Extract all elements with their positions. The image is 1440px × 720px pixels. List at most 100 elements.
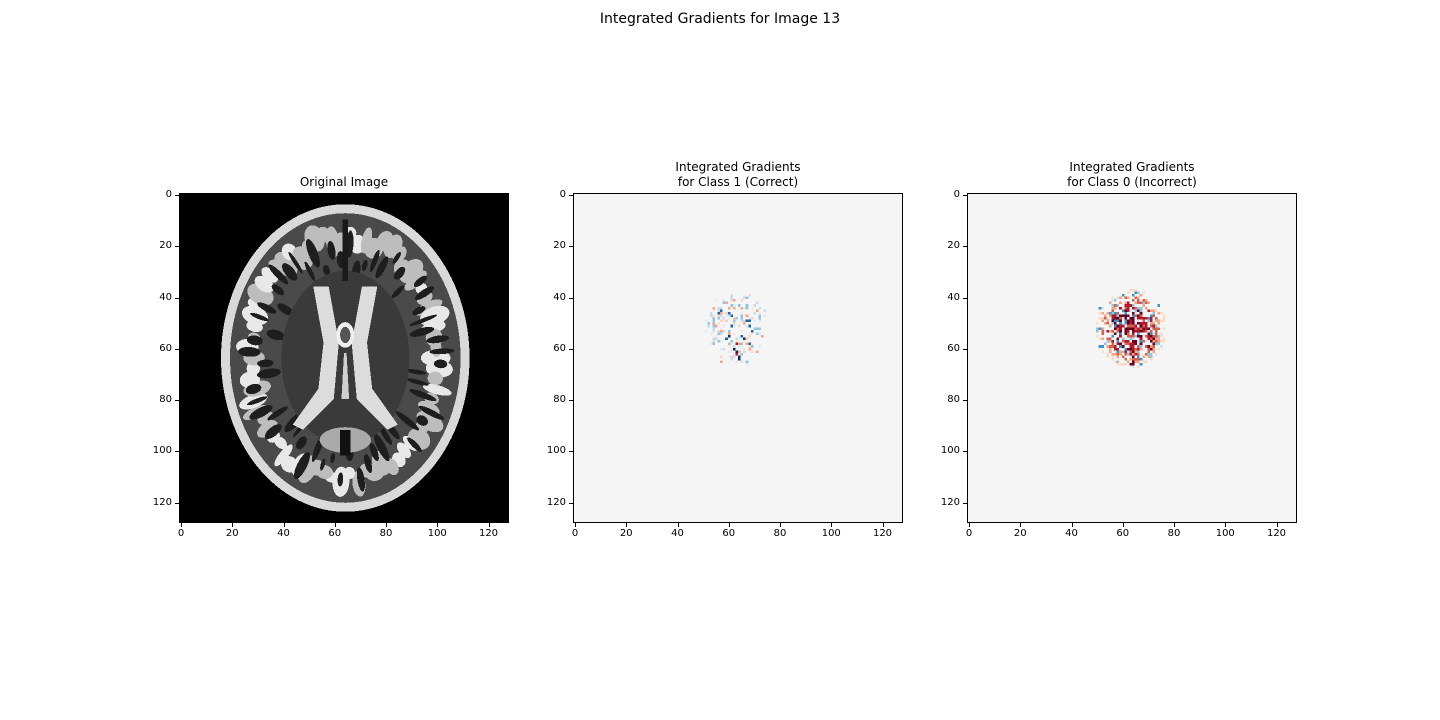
y-tick: [175, 297, 179, 299]
x-tick: [283, 523, 285, 527]
y-tick: [569, 502, 573, 504]
y-tick-label: 120: [546, 496, 566, 508]
y-tick-label: 20: [159, 240, 172, 252]
x-tick-label: 40: [1065, 528, 1078, 539]
y-tick-label: 40: [553, 291, 566, 303]
x-tick-label: 100: [427, 528, 447, 539]
y-tick-label: 120: [940, 496, 960, 508]
y-tick: [175, 400, 179, 401]
y-tick: [963, 297, 967, 299]
y-tick: [963, 400, 967, 401]
x-tick: [334, 523, 336, 527]
x-tick-label: 0: [177, 528, 185, 539]
x-tick-label: 80: [379, 528, 393, 539]
x-tick-label: 20: [225, 528, 239, 539]
x-tick: [1071, 523, 1073, 527]
x-tick-label: 60: [722, 528, 736, 539]
y-tick: [963, 348, 967, 350]
x-tick: [780, 523, 781, 527]
x-tick: [181, 523, 182, 527]
y-tick-label: 40: [947, 291, 960, 303]
y-tick: [175, 195, 179, 196]
x-tick: [232, 523, 234, 527]
y-tick: [963, 451, 967, 453]
x-tick: [728, 523, 730, 527]
x-tick: [1225, 523, 1227, 527]
y-tick: [175, 246, 179, 248]
x-tick: [831, 523, 833, 527]
y-tick: [569, 348, 573, 350]
y-tick-label: 120: [152, 496, 172, 508]
x-tick-label: 100: [821, 528, 841, 539]
y-tick: [569, 297, 573, 299]
y-tick: [175, 502, 179, 504]
y-tick-label: 40: [159, 291, 172, 303]
y-tick-label: 60: [553, 342, 566, 354]
figure-title: Integrated Gradients for Image 13: [599, 11, 841, 27]
x-tick-label: 120: [1266, 528, 1287, 539]
x-tick: [437, 523, 439, 527]
y-tick: [963, 502, 967, 504]
y-tick-label: 0: [559, 189, 566, 200]
y-tick: [175, 348, 179, 350]
x-tick: [1122, 523, 1124, 527]
axes-frame: [179, 193, 509, 523]
x-tick-label: 0: [571, 528, 579, 539]
axes-frame: [967, 193, 1297, 523]
y-tick-label: 0: [953, 189, 960, 200]
x-tick-label: 100: [1215, 528, 1235, 539]
y-tick-label: 100: [152, 445, 172, 457]
subplot-title: Original Image: [299, 175, 389, 189]
heatmap-image: [968, 194, 1296, 522]
y-tick: [963, 195, 967, 196]
x-tick: [488, 523, 490, 527]
x-tick: [575, 523, 576, 527]
y-tick: [569, 400, 573, 401]
x-tick: [969, 523, 970, 527]
x-tick-label: 20: [619, 528, 633, 539]
x-tick: [1276, 523, 1278, 527]
axes-frame: [573, 193, 903, 523]
y-tick-label: 20: [553, 240, 566, 252]
y-tick-label: 20: [947, 240, 960, 252]
x-tick-label: 40: [671, 528, 684, 539]
y-tick-label: 80: [159, 394, 172, 405]
x-tick-label: 40: [277, 528, 290, 539]
y-tick: [569, 195, 573, 196]
y-tick-label: 100: [546, 445, 566, 457]
x-tick-label: 80: [1167, 528, 1181, 539]
x-tick-label: 120: [872, 528, 893, 539]
x-tick: [677, 523, 679, 527]
y-tick-label: 60: [159, 342, 172, 354]
skull-outline: [221, 204, 470, 512]
y-tick-label: 80: [553, 394, 566, 405]
y-tick-label: 60: [947, 342, 960, 354]
x-tick-label: 60: [328, 528, 342, 539]
heatmap-image: [574, 194, 902, 522]
x-tick-label: 0: [965, 528, 973, 539]
x-tick-label: 80: [773, 528, 787, 539]
y-tick-label: 80: [947, 394, 960, 405]
x-tick: [1020, 523, 1022, 527]
x-tick-label: 120: [478, 528, 499, 539]
left-ventricle: [292, 286, 339, 430]
y-tick: [175, 451, 179, 453]
heatmap-image: [180, 194, 508, 522]
x-tick: [882, 523, 884, 527]
x-tick: [1174, 523, 1175, 527]
brain-tissue: [229, 213, 461, 503]
subplot-title: Integrated Gradients for Class 1 (Correct…: [675, 160, 801, 189]
x-tick: [386, 523, 387, 527]
right-ventricle: [351, 286, 398, 430]
y-tick-label: 0: [165, 189, 172, 200]
subplot-title: Integrated Gradients for Class 0 (Incorre…: [1067, 160, 1197, 189]
x-tick: [626, 523, 628, 527]
x-tick-label: 20: [1013, 528, 1027, 539]
x-tick-label: 60: [1116, 528, 1130, 539]
y-tick: [569, 451, 573, 453]
y-tick: [963, 246, 967, 248]
y-tick-label: 100: [940, 445, 960, 457]
